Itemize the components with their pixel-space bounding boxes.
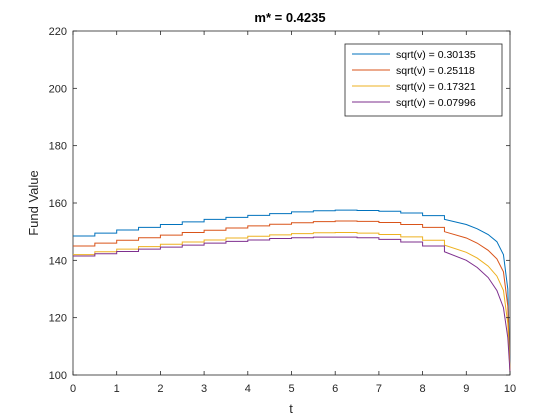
- y-tick-label: 220: [49, 26, 67, 38]
- x-tick-label: 5: [288, 383, 294, 395]
- x-tick-label: 9: [463, 383, 469, 395]
- y-axis: 100 120 140 160 180 200 220: [49, 26, 510, 382]
- x-tick-label: 4: [245, 383, 251, 395]
- y-tick-label: 200: [49, 83, 67, 95]
- y-tick-label: 120: [49, 313, 67, 325]
- x-tick-label: 8: [420, 383, 426, 395]
- legend-label-1: sqrt(v) = 0.30135: [396, 49, 476, 61]
- chart-title: m* = 0.4235: [254, 10, 325, 25]
- x-axis: 0 1 2 3 4 5 6 7 8 9 10: [70, 31, 516, 395]
- x-tick-label: 7: [376, 383, 382, 395]
- x-tick-label: 1: [114, 383, 120, 395]
- legend-label-4: sqrt(v) = 0.07996: [396, 97, 476, 109]
- series-line-4: [73, 236, 511, 373]
- legend-box: [344, 43, 503, 117]
- series-line-1: [73, 209, 511, 373]
- y-tick-label: 180: [49, 141, 67, 153]
- series-line-3: [73, 232, 511, 373]
- x-tick-label: 2: [157, 383, 163, 395]
- y-tick-label: 100: [49, 370, 67, 382]
- y-axis-label: Fund Value: [26, 170, 41, 236]
- y-tick-label: 140: [49, 255, 67, 267]
- legend-label-2: sqrt(v) = 0.25118: [396, 65, 475, 77]
- y-tick-label: 160: [49, 198, 67, 210]
- x-tick-label: 3: [201, 383, 207, 395]
- x-axis-label: t: [289, 401, 293, 416]
- series-group: [73, 209, 511, 373]
- legend: sqrt(v) = 0.30135 sqrt(v) = 0.25118 sqrt(v…: [344, 43, 503, 117]
- series-line-2: [73, 220, 511, 373]
- x-tick-label: 6: [332, 383, 338, 395]
- x-tick-label: 10: [504, 383, 516, 395]
- legend-label-3: sqrt(v) = 0.17321: [396, 81, 476, 93]
- x-tick-label: 0: [70, 383, 76, 395]
